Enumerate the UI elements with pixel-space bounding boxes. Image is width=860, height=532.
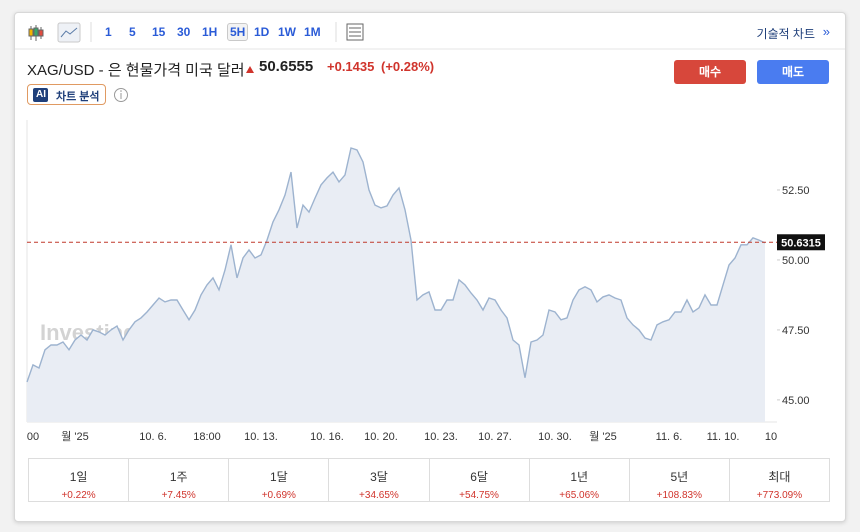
technical-link[interactable]: 기술적 차트	[756, 27, 815, 41]
period-change: +773.09%	[756, 490, 803, 501]
layout-icon[interactable]	[346, 23, 364, 41]
x-tick-label: 10. 27.	[478, 431, 512, 443]
price-change: +0.1435	[327, 59, 375, 74]
period-change: +7.45%	[161, 490, 196, 501]
more-arrow[interactable]: »	[822, 24, 830, 39]
performance-cell[interactable]: 최대 +773.09%	[730, 459, 829, 501]
info-icon[interactable]	[114, 88, 128, 102]
y-tick-label: 50.00	[782, 255, 810, 267]
up-arrow	[246, 66, 254, 73]
buy-button[interactable]: 매수	[674, 60, 746, 84]
x-tick-label: 11. 10.	[707, 431, 740, 443]
performance-cell[interactable]: 1일 +0.22%	[29, 459, 130, 501]
performance-cell[interactable]: 1주 +7.45%	[129, 459, 230, 501]
price-line	[26, 147, 766, 383]
ai-label: 차트 분석	[56, 91, 100, 103]
candle-icon[interactable]	[28, 25, 44, 41]
last-price-label: 50.6315	[781, 237, 821, 249]
period-label: 3달	[370, 470, 388, 484]
ai-badge: AI	[36, 89, 46, 100]
area-fill	[27, 148, 765, 422]
x-tick-label: 11. 6.	[656, 431, 683, 443]
x-tick-label: 월 '25	[589, 430, 617, 443]
period-change: +54.75%	[459, 490, 499, 501]
period-change: +0.22%	[61, 490, 96, 501]
period-label: 1달	[269, 470, 288, 484]
interval-button[interactable]: 5	[129, 25, 136, 39]
period-label: 1일	[69, 470, 88, 484]
instrument-title: XAG/USD - 은 현물가격 미국 달러	[27, 62, 245, 79]
y-tick-label: 47.50	[782, 325, 810, 337]
last-price-box	[777, 234, 825, 251]
price-change-pct: (+0.28%)	[381, 59, 435, 74]
x-tick-label: 10. 13.	[244, 431, 278, 443]
interval-button[interactable]: 30	[177, 25, 191, 39]
interval-button[interactable]: 1W	[278, 25, 296, 39]
x-tick-label: 월 '25	[61, 430, 89, 443]
period-label: 6달	[470, 470, 488, 484]
x-tick-label: 18:00	[193, 431, 221, 443]
x-tick-label: 10. 6.	[139, 431, 167, 443]
performance-table: 1일 +0.22% 1주 +7.45% 1달 +0.69% 3달 +34.65% 6달 +54.7…	[28, 458, 830, 502]
widget-card	[14, 12, 846, 522]
x-tick-label: 10. 30.	[538, 431, 572, 443]
performance-cell[interactable]: 1달 +0.69%	[229, 459, 330, 501]
period-label: 5년	[670, 470, 689, 484]
ai-analysis-button[interactable]	[27, 84, 106, 105]
price: 50.6555	[259, 58, 314, 75]
y-tick-label: 45.00	[782, 395, 810, 407]
interval-button[interactable]: 1	[105, 25, 112, 39]
period-label: 1년	[570, 470, 589, 484]
period-label: 1주	[169, 470, 188, 484]
sell-button[interactable]: 매도	[757, 60, 829, 84]
performance-cell[interactable]: 6달 +54.75%	[430, 459, 530, 501]
period-change: +34.65%	[359, 490, 399, 501]
period-label: 최대	[768, 470, 791, 484]
x-tick-label: 10	[765, 431, 777, 443]
period-change: +108.83%	[656, 490, 702, 501]
interval-button[interactable]: 1M	[304, 25, 321, 39]
y-tick-label: 52.50	[782, 185, 810, 197]
x-tick-label: 10. 23.	[424, 431, 458, 443]
interval-button[interactable]: 15	[152, 25, 166, 39]
performance-cell[interactable]: 1년 +65.06%	[530, 459, 630, 501]
x-tick-label: 10. 20.	[364, 431, 398, 443]
area-icon[interactable]	[57, 22, 81, 43]
interval-button[interactable]: 5H	[227, 23, 249, 41]
interval-button[interactable]: 1D	[254, 25, 270, 39]
x-tick-label: 00	[27, 431, 39, 443]
period-change: +0.69%	[261, 490, 296, 501]
performance-cell[interactable]: 3달 +34.65%	[329, 459, 430, 501]
interval-button[interactable]: 1H	[202, 25, 218, 39]
ai-badge-bg	[33, 88, 48, 102]
performance-cell[interactable]: 5년 +108.83%	[630, 459, 730, 501]
period-change: +65.06%	[559, 490, 600, 501]
x-tick-label: 10. 16.	[310, 431, 344, 443]
